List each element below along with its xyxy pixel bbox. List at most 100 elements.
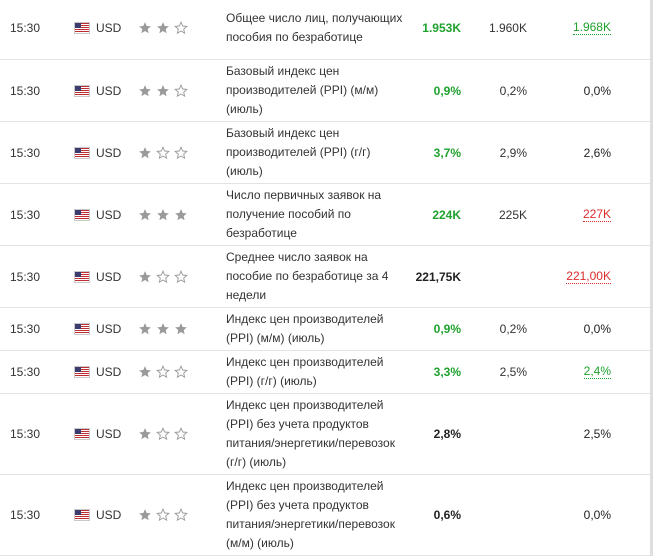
currency-code: USD (96, 427, 122, 441)
actual-value: 0,9% (433, 83, 461, 98)
star-filled-icon (138, 322, 156, 336)
event-time: 15:30 (10, 365, 41, 379)
forecast-value: 0,2% (499, 83, 527, 98)
star-filled-icon (156, 208, 174, 222)
actual-value: 221,75K (415, 269, 461, 284)
importance-stars (138, 122, 192, 183)
event-name[interactable]: Индекс цен производителей (PPI) (г/г) (и… (226, 355, 384, 388)
currency-cell: USD (75, 351, 121, 393)
star-filled-icon (138, 270, 156, 284)
previous-cell: 2,4% (583, 351, 611, 393)
previous-value: 2,6% (583, 145, 611, 160)
previous-value: 0,0% (583, 322, 611, 336)
star-filled-icon (138, 365, 156, 379)
star-empty-icon (174, 145, 192, 160)
actual-value: 0,6% (433, 508, 461, 522)
event-time: 15:30 (10, 145, 41, 160)
star-filled-icon (156, 84, 174, 98)
previous-cell: 2,5% (584, 394, 611, 474)
us-flag-icon (75, 209, 89, 220)
event-name[interactable]: Базовый индекс цен производителей (PPI) … (226, 64, 379, 116)
previous-cell: 0,0% (584, 475, 611, 555)
actual-value: 1.953K (422, 21, 461, 35)
event-time: 15:30 (10, 269, 41, 284)
event-name[interactable]: Общее число лиц, получающих пособия по б… (226, 11, 403, 44)
actual-value: 2,8% (433, 427, 461, 441)
calendar-row[interactable]: 15:30 USD Индекс цен производителей (PPI) … (0, 394, 650, 475)
star-empty-icon (174, 83, 192, 98)
previous-value: 227K (582, 206, 611, 222)
star-filled-icon (174, 208, 192, 222)
currency-code: USD (96, 207, 122, 222)
previous-value: 221,00K (566, 268, 611, 284)
currency-cell: USD (75, 184, 121, 245)
importance-stars (138, 60, 192, 121)
scrollbar[interactable] (650, 0, 653, 556)
star-empty-icon (156, 269, 174, 284)
previous-value: 2,5% (583, 427, 611, 441)
calendar-row[interactable]: 15:30 USD Индекс цен производителей (PPI) … (0, 475, 650, 556)
event-time: 15:30 (10, 83, 41, 98)
currency-cell: USD (75, 394, 121, 474)
previous-value: 1.968K (572, 20, 611, 35)
star-empty-icon (174, 508, 192, 522)
star-filled-icon (156, 322, 174, 336)
forecast-value: 0,2% (499, 322, 527, 336)
currency-code: USD (96, 508, 122, 522)
event-time: 15:30 (10, 21, 41, 35)
forecast-value: 225K (498, 207, 527, 222)
importance-stars (138, 246, 192, 307)
us-flag-icon (75, 367, 89, 377)
actual-value: 0,9% (433, 322, 461, 336)
currency-cell: USD (75, 60, 121, 121)
event-name[interactable]: Число первичных заявок на получение посо… (226, 188, 382, 240)
previous-value: 2,4% (583, 364, 611, 379)
currency-cell: USD (75, 246, 121, 307)
us-flag-icon (75, 85, 89, 96)
event-time: 15:30 (10, 427, 41, 441)
actual-value: 3,7% (433, 145, 461, 160)
star-empty-icon (174, 21, 192, 35)
calendar-row[interactable]: 15:30 USD Индекс цен производителей (PPI) … (0, 351, 650, 394)
importance-stars (138, 475, 192, 555)
event-time: 15:30 (10, 322, 41, 336)
event-name[interactable]: Среднее число заявок на пособие по безра… (226, 250, 389, 302)
previous-cell: 221,00K (566, 246, 611, 307)
event-name[interactable]: Базовый индекс цен производителей (PPI) … (226, 126, 371, 178)
importance-stars (138, 0, 192, 59)
calendar-row[interactable]: 15:30 USD Число первичных заявок на получе… (0, 184, 650, 246)
star-filled-icon (174, 322, 192, 336)
currency-cell: USD (75, 122, 121, 183)
previous-cell: 0,0% (584, 308, 611, 350)
us-flag-icon (75, 147, 89, 158)
us-flag-icon (75, 271, 89, 282)
calendar-row[interactable]: 15:30 USD Базовый индекс цен производителе… (0, 60, 650, 122)
us-flag-icon (75, 429, 89, 439)
event-name[interactable]: Индекс цен производителей (PPI) без учет… (226, 398, 395, 469)
us-flag-icon (75, 510, 89, 520)
calendar-row[interactable]: 15:30 USD Базовый индекс цен производителе… (0, 122, 650, 184)
previous-cell: 0,0% (584, 60, 611, 121)
star-empty-icon (174, 269, 192, 284)
calendar-row[interactable]: 15:30 USD Общее число лиц, получающих посо… (0, 0, 650, 60)
previous-cell: 2,6% (584, 122, 611, 183)
calendar-row[interactable]: 15:30 USD Индекс цен производителей (PPI) … (0, 308, 650, 351)
star-empty-icon (156, 508, 174, 522)
forecast-value: 1.960K (488, 21, 527, 35)
star-filled-icon (138, 208, 156, 222)
forecast-value: 2,5% (499, 365, 527, 379)
event-name[interactable]: Индекс цен производителей (PPI) без учет… (226, 479, 395, 550)
currency-cell: USD (75, 475, 121, 555)
calendar-row[interactable]: 15:30 USD Среднее число заявок на пособие … (0, 246, 650, 308)
star-filled-icon (138, 84, 156, 98)
event-time: 15:30 (10, 207, 41, 222)
previous-value: 0,0% (583, 508, 611, 522)
currency-code: USD (96, 365, 122, 379)
forecast-value: 2,9% (499, 145, 527, 160)
star-empty-icon (156, 145, 174, 160)
importance-stars (138, 308, 192, 350)
previous-value: 0,0% (583, 83, 611, 98)
event-name[interactable]: Индекс цен производителей (PPI) (м/м) (и… (226, 312, 384, 345)
star-empty-icon (174, 427, 192, 441)
